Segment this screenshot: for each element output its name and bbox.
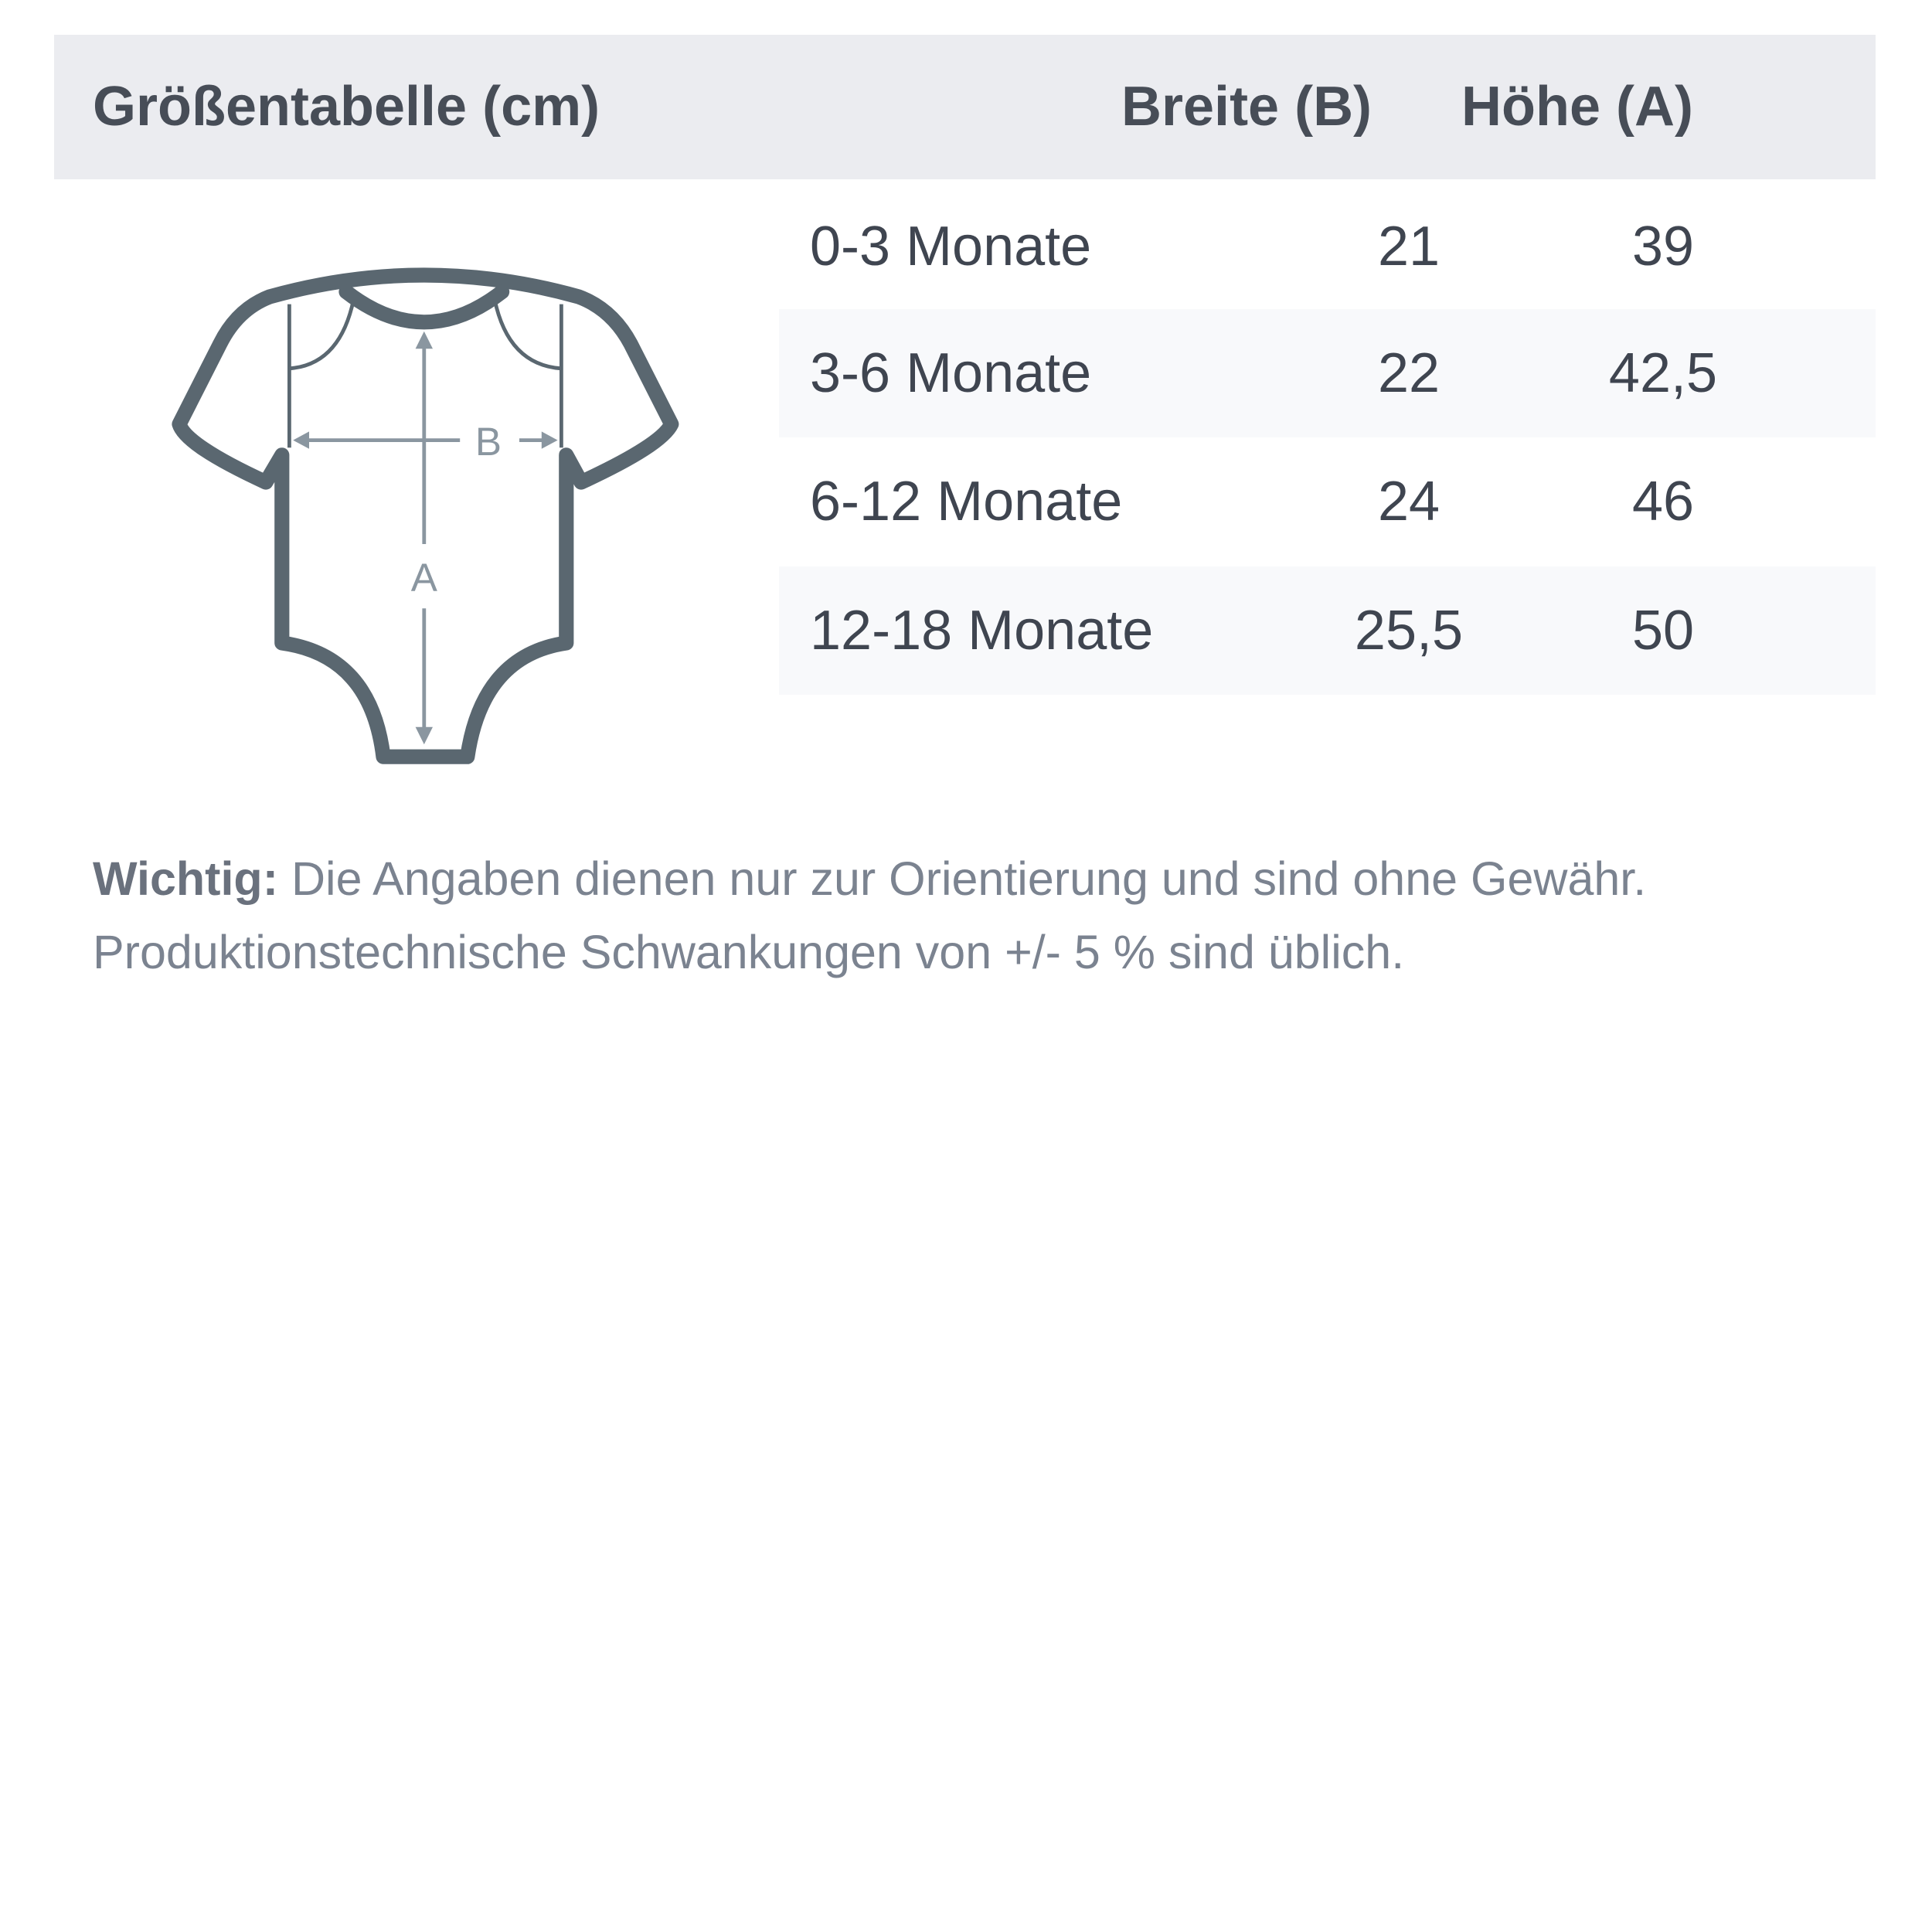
width-value: 24 — [1377, 471, 1440, 532]
column-header-height: Höhe (A) — [1461, 76, 1693, 138]
table-title: Größentabelle (cm) — [93, 76, 600, 138]
height-value: 50 — [1631, 600, 1695, 662]
width-value: 25,5 — [1354, 600, 1464, 662]
label-b: B — [475, 420, 502, 464]
height-value: 46 — [1631, 471, 1695, 532]
size-label: 12-18 Monate — [810, 600, 1154, 662]
table-row: 0-3 Monate 21 39 — [779, 182, 1876, 311]
width-value: 22 — [1377, 342, 1440, 404]
size-label: 3-6 Monate — [810, 342, 1092, 404]
height-value: 42,5 — [1608, 342, 1718, 404]
size-label: 0-3 Monate — [810, 216, 1092, 277]
table-row: 6-12 Monate 24 46 — [779, 437, 1876, 566]
note-bold: Wichtig: — [93, 852, 279, 905]
label-a: A — [411, 556, 438, 600]
table-row: 12-18 Monate 25,5 50 — [779, 566, 1876, 695]
table-row: 3-6 Monate 22 42,5 — [779, 309, 1876, 437]
size-label: 6-12 Monate — [810, 471, 1123, 532]
width-value: 21 — [1377, 216, 1440, 277]
table-header: Größentabelle (cm) Breite (B) Höhe (A) — [54, 35, 1876, 179]
column-header-width: Breite (B) — [1121, 76, 1372, 138]
height-value: 39 — [1631, 216, 1695, 277]
note-line1: Die Angaben dienen nur zur Orientierung … — [278, 852, 1647, 905]
disclaimer-note: Wichtig: Die Angaben dienen nur zur Orie… — [93, 842, 1870, 989]
note-line2: Produktionstechnische Schwankungen von +… — [93, 926, 1405, 978]
